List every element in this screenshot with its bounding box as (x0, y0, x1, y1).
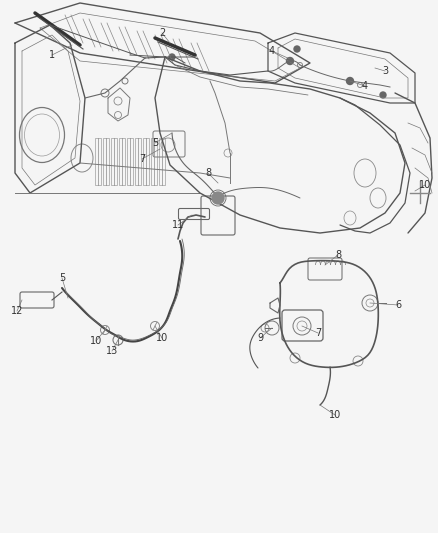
Text: 11: 11 (172, 220, 184, 230)
Text: 8: 8 (335, 250, 341, 260)
Bar (95, 138, 101, 185)
Text: 10: 10 (419, 180, 431, 190)
Bar (159, 138, 165, 185)
Text: 7: 7 (139, 154, 145, 164)
Text: 5: 5 (152, 138, 158, 148)
Text: 9: 9 (257, 333, 263, 343)
Text: 13: 13 (106, 346, 118, 356)
Circle shape (169, 54, 175, 60)
Text: 12: 12 (11, 306, 23, 316)
Text: 8: 8 (205, 168, 211, 178)
Circle shape (212, 192, 224, 204)
Bar (119, 138, 125, 185)
Circle shape (346, 77, 353, 85)
Text: 2: 2 (159, 28, 165, 38)
Text: 10: 10 (90, 336, 102, 346)
Bar (103, 138, 109, 185)
Text: 5: 5 (59, 273, 65, 283)
Text: 1: 1 (49, 50, 55, 60)
Circle shape (380, 92, 386, 98)
Bar (111, 138, 117, 185)
Text: 6: 6 (395, 300, 401, 310)
Bar (127, 138, 133, 185)
Text: 4: 4 (269, 46, 275, 56)
Bar (143, 138, 149, 185)
Text: 10: 10 (329, 410, 341, 420)
Text: 7: 7 (315, 328, 321, 338)
Text: 3: 3 (382, 66, 388, 76)
Text: 4: 4 (362, 81, 368, 91)
Bar (135, 138, 141, 185)
Circle shape (294, 46, 300, 52)
Text: 10: 10 (156, 333, 168, 343)
Bar (151, 138, 157, 185)
Circle shape (286, 58, 293, 64)
